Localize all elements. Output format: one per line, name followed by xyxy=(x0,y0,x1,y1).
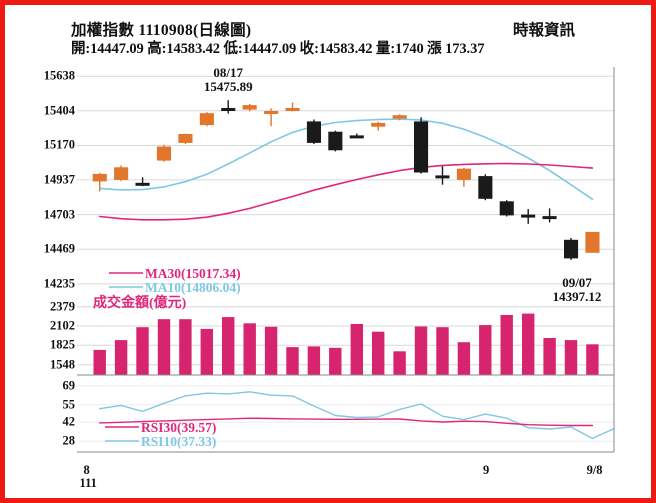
price-tick-4: 14703 xyxy=(43,207,75,222)
rsi-tick-1: 55 xyxy=(62,397,76,412)
candlestick xyxy=(371,121,386,131)
volume-bar xyxy=(264,326,278,375)
volume-bar xyxy=(286,347,299,375)
volume-tick-3: 1548 xyxy=(50,357,75,372)
x-tick-label-0: 8 xyxy=(83,463,90,477)
volume-bar xyxy=(114,340,128,375)
candlestick xyxy=(563,238,579,260)
candlestick xyxy=(435,166,450,185)
low-point-value: 14397.12 xyxy=(553,289,602,304)
volume-tick-0: 2379 xyxy=(50,299,75,314)
ma10-line xyxy=(98,118,594,201)
volume-tick-1: 2102 xyxy=(50,318,75,333)
price-tick-1: 15404 xyxy=(43,103,75,118)
volume-bar xyxy=(543,338,556,375)
candlestick xyxy=(413,117,429,174)
candlestick xyxy=(285,102,300,112)
volume-bar xyxy=(350,324,363,375)
rsi-tick-3: 28 xyxy=(62,433,76,448)
volume-bar xyxy=(372,331,385,375)
volume-bar xyxy=(93,349,106,375)
y-axis-labels: 15638 15404 15170 14937 14703 14469 14235 2379 2… xyxy=(5,67,75,462)
provider-label: 時報資訊 xyxy=(513,22,576,39)
candlestick xyxy=(521,209,536,224)
candlestick xyxy=(199,112,214,127)
rsi-tick-0: 69 xyxy=(62,378,76,393)
candlestick xyxy=(114,165,129,181)
volume-bar xyxy=(414,326,428,375)
low-point-date: 09/07 xyxy=(562,275,592,290)
volume-bar xyxy=(522,313,535,375)
volume-bar xyxy=(479,325,492,375)
candlestick xyxy=(178,133,193,144)
price-tick-6: 14235 xyxy=(43,276,75,291)
price-tick-0: 15638 xyxy=(43,68,75,83)
candlestick xyxy=(328,130,343,152)
volume-bar xyxy=(329,347,342,375)
rsi30-legend-label: RSI30(39.57) xyxy=(141,420,216,435)
candlestick xyxy=(585,231,600,253)
volume-bar xyxy=(157,319,171,375)
volume-tick-2: 1825 xyxy=(50,337,75,352)
candlestick xyxy=(242,104,257,112)
candlestick xyxy=(349,133,364,139)
rsi-tick-2: 42 xyxy=(62,414,76,429)
volume-bar xyxy=(200,328,213,375)
page-title: 加權指數 1110908(日線圖) xyxy=(71,22,252,39)
chart-plot-area: 08/17 15475.89 09/07 14397.12 MA30(15017.34)… xyxy=(77,67,622,457)
candlestick xyxy=(221,100,236,114)
volume-bar xyxy=(393,351,406,375)
ma30-legend-label: MA30(15017.34) xyxy=(145,266,241,281)
ma10-legend-label: MA10(14806.04) xyxy=(145,280,241,295)
x-tick-label-2: 9/8 xyxy=(586,463,603,477)
ohlc-summary: 開:14447.09 高:14583.42 低:14447.09 收:14583… xyxy=(71,41,485,57)
x-tick-sublabel-0: 111 xyxy=(79,476,97,490)
high-point-date: 08/17 xyxy=(213,67,243,80)
ma30-line xyxy=(98,162,594,221)
volume-bar xyxy=(179,319,192,375)
high-point-value: 15475.89 xyxy=(204,79,253,94)
candlestick xyxy=(392,114,407,121)
price-tick-5: 14469 xyxy=(43,241,75,256)
candlestick xyxy=(542,208,557,223)
candlestick xyxy=(499,200,514,217)
rsi30-line xyxy=(99,417,594,427)
price-tick-3: 14937 xyxy=(43,172,75,187)
volume-bar xyxy=(136,327,149,375)
x-tick-label-1: 9 xyxy=(483,463,490,477)
candlestick xyxy=(92,172,107,192)
volume-bar xyxy=(586,344,599,375)
volume-bar xyxy=(436,327,449,375)
candlestick xyxy=(156,144,172,162)
volume-bar xyxy=(564,340,578,375)
candlestick xyxy=(135,177,150,187)
candlestick xyxy=(264,108,279,127)
candlestick xyxy=(456,167,471,187)
volume-panel-title: 成交金額(億元) xyxy=(93,294,187,311)
volume-bar xyxy=(457,342,471,375)
rsi10-legend-label: RSI10(37.33) xyxy=(141,434,216,449)
candlestick xyxy=(478,174,493,201)
volume-bar xyxy=(243,323,256,375)
volume-bar xyxy=(500,315,513,375)
price-tick-2: 15170 xyxy=(43,137,75,152)
volume-bar xyxy=(307,346,321,375)
volume-bar xyxy=(222,317,235,375)
rsi10-line xyxy=(99,391,615,440)
candlestick xyxy=(306,119,322,144)
